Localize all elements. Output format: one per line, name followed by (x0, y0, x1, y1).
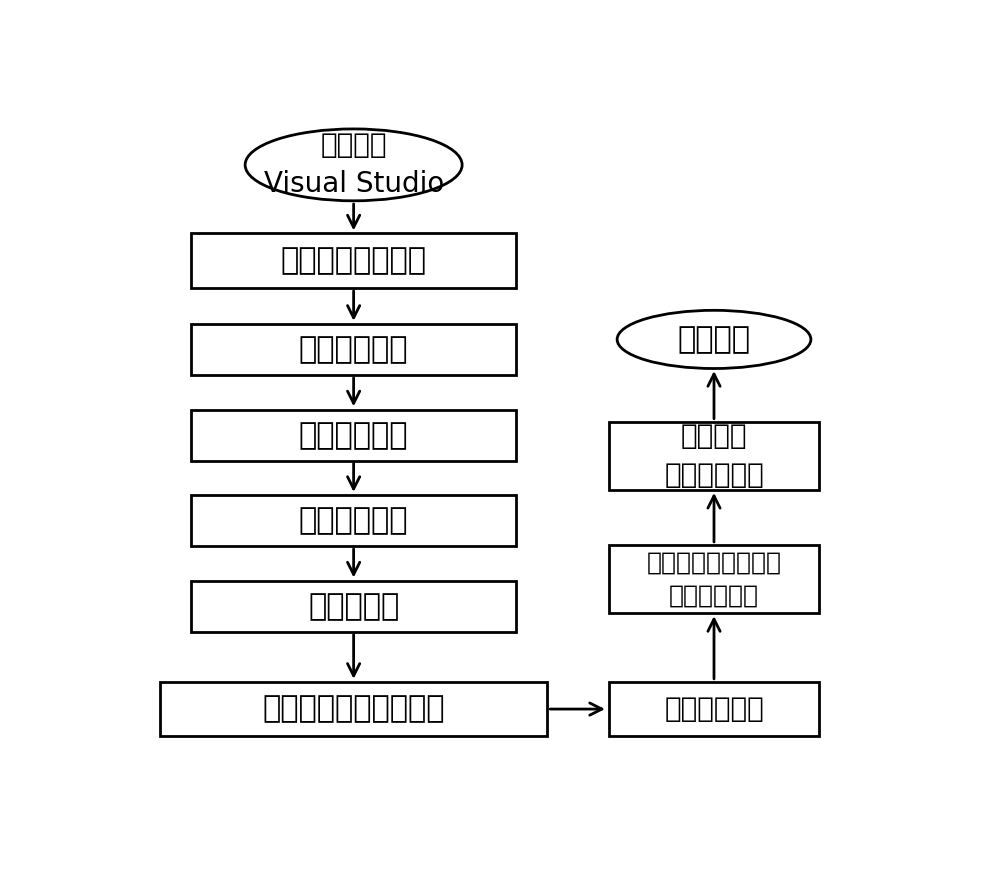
Text: 求解边界方程: 求解边界方程 (664, 695, 764, 723)
FancyBboxPatch shape (191, 495, 516, 547)
Text: 启动软件
Visual Studio: 启动软件 Visual Studio (264, 132, 444, 198)
FancyBboxPatch shape (160, 682, 547, 736)
FancyBboxPatch shape (191, 410, 516, 461)
Ellipse shape (617, 310, 811, 369)
FancyBboxPatch shape (609, 421, 819, 490)
Text: 设置边界条件: 设置边界条件 (299, 507, 408, 535)
FancyBboxPatch shape (609, 682, 819, 736)
FancyBboxPatch shape (191, 233, 516, 288)
Text: 划分单元网格: 划分单元网格 (299, 420, 408, 450)
Text: 建立数值模型: 建立数值模型 (299, 335, 408, 364)
Text: 求解域积分: 求解域积分 (308, 592, 399, 621)
FancyBboxPatch shape (609, 545, 819, 613)
Text: 读取模型信息文件: 读取模型信息文件 (281, 246, 427, 276)
Text: 将域积分结果与边界
方程结果相加: 将域积分结果与边界 方程结果相加 (646, 550, 782, 608)
Text: 构建边界方程系数矩阵: 构建边界方程系数矩阵 (262, 694, 445, 724)
Ellipse shape (245, 129, 462, 201)
Text: 得到结果
输出结果文件: 得到结果 输出结果文件 (664, 422, 764, 489)
FancyBboxPatch shape (191, 324, 516, 375)
Text: 关闭软件: 关闭软件 (678, 324, 750, 354)
FancyBboxPatch shape (191, 581, 516, 632)
